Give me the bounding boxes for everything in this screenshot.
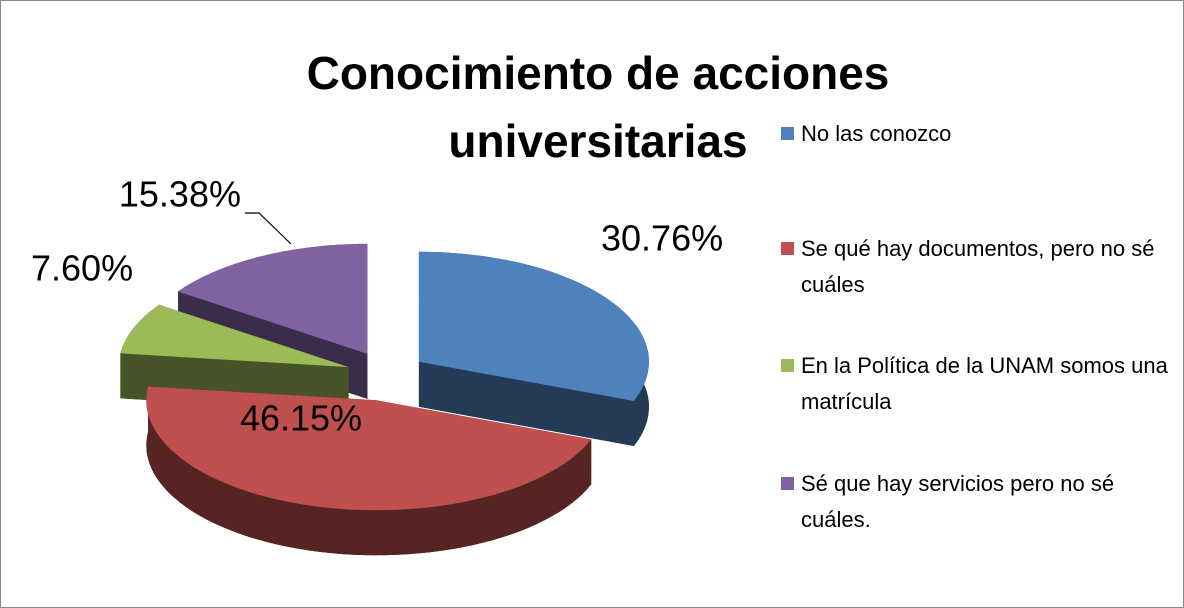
legend-item: Se qué hay documentos, pero no sé cuáles	[781, 231, 1181, 303]
chart-title: Conocimiento de acciones universitarias	[306, 47, 890, 167]
legend-swatch	[781, 127, 794, 140]
data-label: 46.15%	[240, 398, 362, 439]
legend-label: En la Política de la UNAM somos una matr…	[801, 353, 1168, 414]
data-label: 7.60%	[31, 248, 133, 289]
legend-label: Sé que hay servicios pero no sé cuáles.	[801, 471, 1115, 532]
legend-swatch	[781, 477, 794, 490]
slice	[120, 304, 349, 368]
legend-swatch	[781, 242, 794, 255]
slice	[146, 386, 592, 511]
slice-side	[418, 361, 634, 446]
slice	[178, 243, 368, 354]
legend-swatch	[781, 359, 794, 372]
legend-item: No las conozco	[781, 116, 1181, 152]
legend-item: Sé que hay servicios pero no sé cuáles.	[781, 466, 1181, 538]
data-label: 30.76%	[601, 218, 723, 259]
slice	[418, 251, 649, 401]
legend-label: Se qué hay documentos, pero no sé cuáles	[801, 236, 1155, 297]
data-label: 15.38%	[119, 174, 241, 215]
legend-label: No las conozco	[801, 121, 952, 146]
leader-line	[245, 212, 292, 245]
legend-item: En la Política de la UNAM somos una matr…	[781, 348, 1181, 420]
slice-side	[146, 386, 592, 556]
